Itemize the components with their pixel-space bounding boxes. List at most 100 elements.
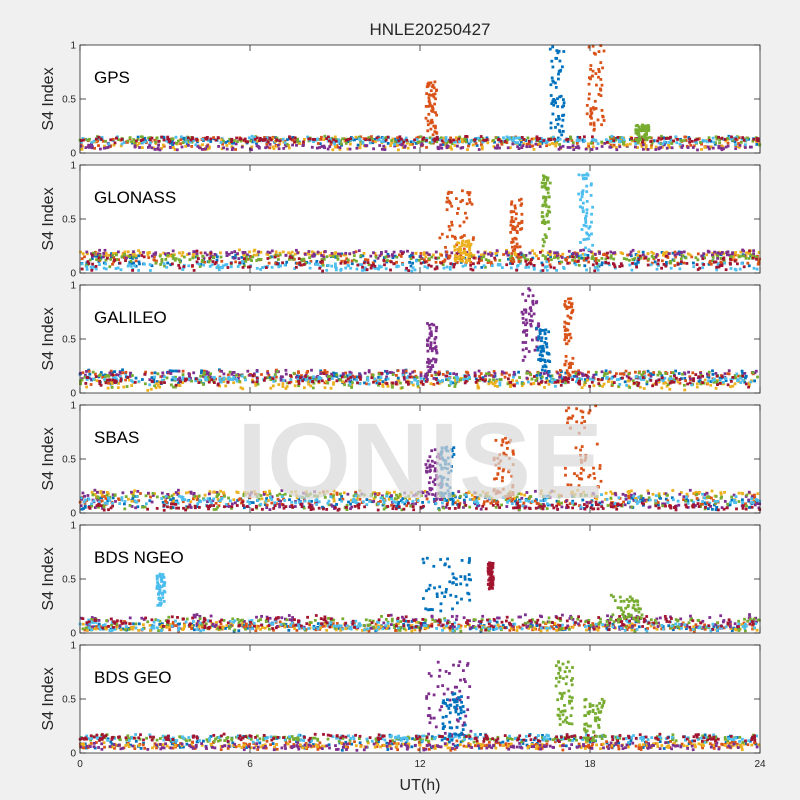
data-point (198, 378, 202, 382)
data-point (513, 226, 517, 229)
data-point (574, 263, 578, 267)
data-point (568, 502, 572, 505)
data-point (600, 83, 604, 87)
data-point (500, 370, 504, 374)
data-point (238, 137, 242, 141)
data-point (600, 109, 604, 112)
data-point (639, 385, 642, 389)
data-point (197, 257, 200, 260)
data-point (366, 376, 370, 380)
data-point (408, 375, 412, 379)
data-point (741, 378, 745, 382)
data-point (546, 374, 550, 377)
data-point (400, 137, 403, 141)
data-point (688, 381, 692, 385)
data-point (552, 489, 556, 493)
data-point (722, 147, 725, 151)
data-point (378, 378, 382, 382)
data-point (640, 125, 644, 129)
data-point (323, 369, 327, 372)
data-point (209, 137, 213, 141)
data-point (654, 255, 658, 259)
data-point (110, 252, 113, 255)
data-point (711, 256, 715, 259)
data-point (226, 373, 230, 377)
data-point (111, 254, 115, 257)
data-point (241, 499, 244, 503)
data-point (148, 263, 152, 266)
data-point (592, 384, 596, 388)
data-point (440, 261, 443, 265)
data-point (489, 380, 493, 384)
data-point (641, 253, 645, 257)
data-point (470, 498, 474, 501)
data-point (462, 249, 466, 253)
data-point (600, 140, 604, 144)
data-point (564, 321, 568, 325)
data-point (121, 368, 124, 372)
data-point (540, 380, 543, 384)
data-point (626, 490, 630, 494)
data-point (156, 380, 159, 383)
data-point (527, 312, 531, 316)
data-point (544, 236, 548, 239)
data-point (503, 140, 507, 143)
data-point (643, 134, 647, 138)
data-point (462, 506, 465, 509)
data-point (187, 490, 191, 494)
data-point (566, 380, 570, 384)
data-point (737, 136, 741, 140)
data-point (548, 253, 552, 257)
data-point (688, 253, 692, 257)
data-point (683, 388, 687, 392)
data-point (540, 261, 544, 265)
data-point (571, 310, 574, 313)
data-point (661, 142, 665, 146)
data-point (440, 379, 444, 382)
data-point (104, 254, 108, 258)
data-point (690, 139, 694, 143)
data-point (694, 138, 697, 142)
data-point (371, 141, 375, 145)
data-point (404, 268, 408, 272)
data-point (539, 357, 542, 361)
data-point (462, 378, 466, 381)
data-point (341, 137, 344, 141)
data-point (410, 381, 414, 384)
burst-points (509, 197, 524, 264)
data-point (543, 364, 547, 367)
data-point (186, 253, 189, 256)
data-point (279, 378, 283, 382)
data-point (540, 211, 544, 214)
data-point (425, 373, 429, 377)
data-point (665, 146, 669, 150)
data-point (382, 256, 386, 259)
data-point (287, 146, 291, 150)
data-point (288, 505, 292, 508)
data-point (535, 326, 538, 330)
data-point (165, 376, 169, 380)
data-point (586, 254, 590, 257)
data-point (467, 193, 471, 197)
data-point (297, 371, 300, 375)
data-point (445, 253, 448, 257)
data-point (510, 241, 513, 244)
data-point (87, 262, 91, 265)
data-point (82, 138, 85, 142)
data-point (506, 146, 510, 150)
data-point (444, 506, 448, 509)
data-point (421, 501, 424, 504)
data-point (434, 345, 438, 349)
data-point (528, 145, 532, 148)
data-point (246, 491, 249, 495)
data-point (272, 147, 276, 151)
data-point (390, 503, 393, 507)
data-point (299, 263, 303, 267)
data-point (439, 143, 443, 147)
data-point (189, 500, 193, 504)
data-point (425, 260, 429, 263)
data-point (679, 491, 683, 494)
data-point (714, 135, 718, 139)
data-point (530, 314, 533, 318)
data-point (512, 138, 515, 142)
